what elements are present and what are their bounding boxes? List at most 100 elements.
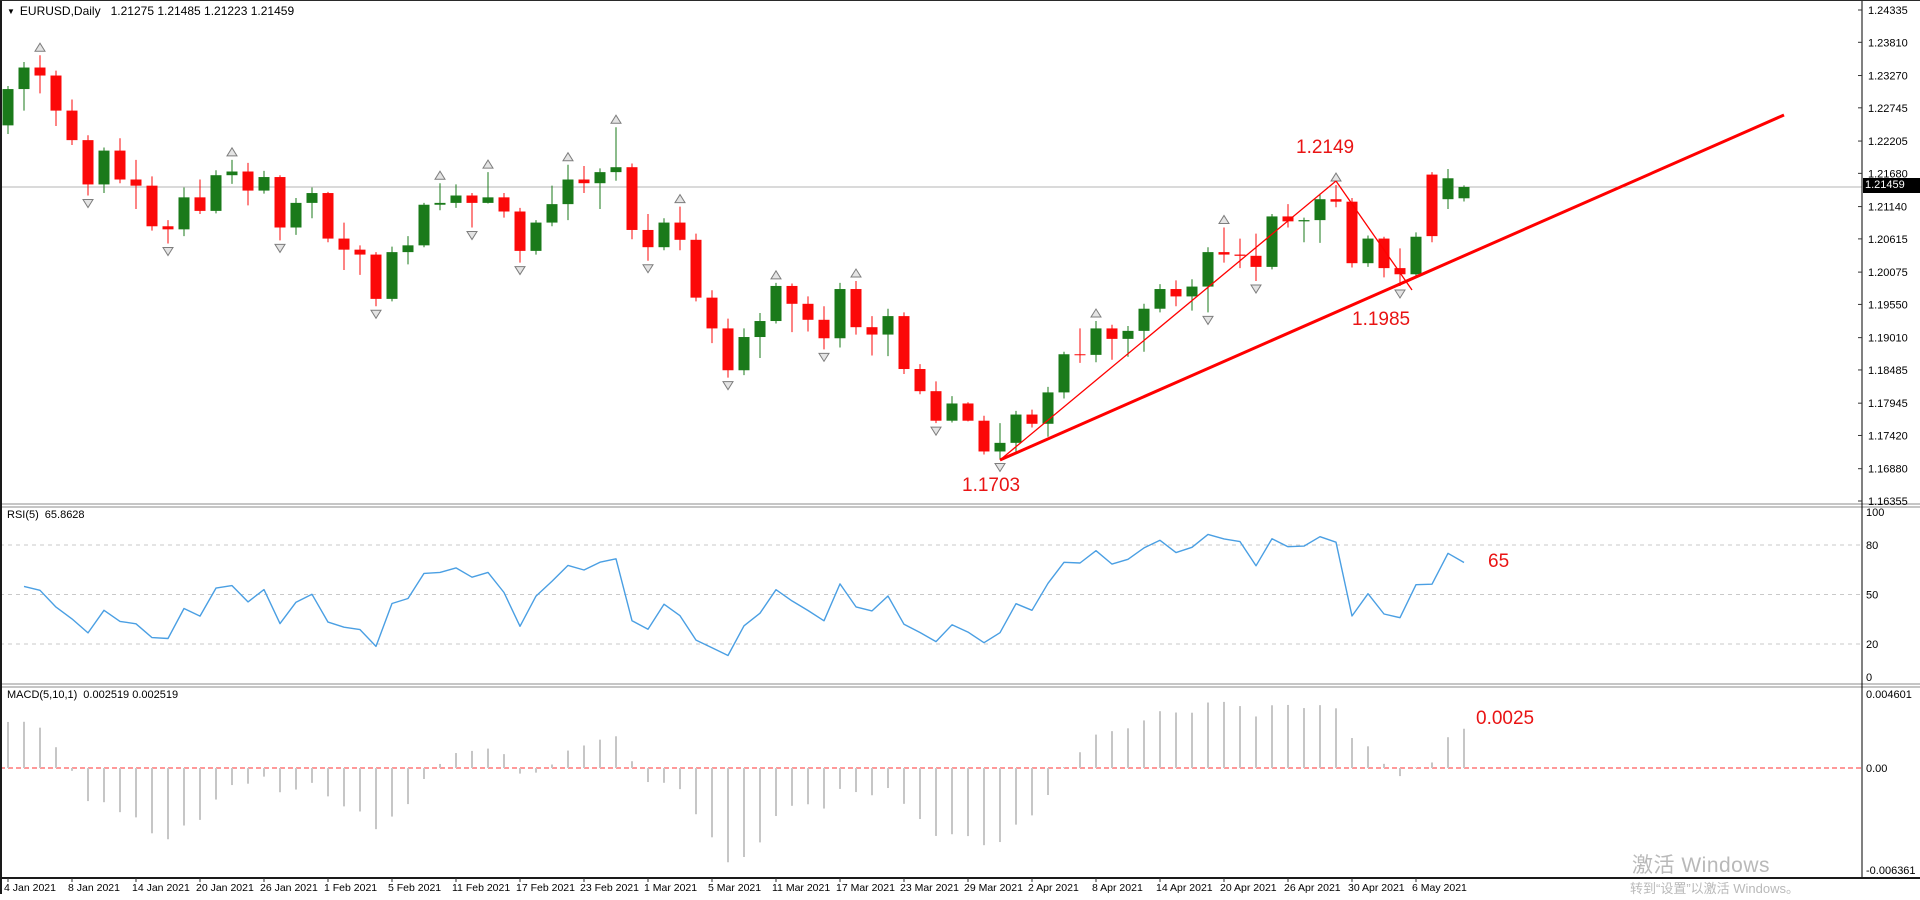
fractal-up-icon	[674, 193, 686, 204]
date-axis-label: 14 Apr 2021	[1156, 882, 1213, 894]
fractal-up-icon	[434, 170, 446, 180]
candle-body	[322, 193, 334, 239]
candle-body	[1298, 220, 1310, 222]
candle-body	[1282, 216, 1294, 222]
date-axis-label: 20 Apr 2021	[1220, 882, 1277, 894]
candle-body	[1330, 199, 1342, 202]
candle-body	[1010, 414, 1022, 443]
candle-body	[82, 140, 94, 185]
fractal-down-icon	[722, 381, 734, 391]
date-axis-label: 23 Mar 2021	[900, 882, 959, 894]
date-axis-label: 23 Feb 2021	[580, 882, 639, 894]
price-axis-label: 1.23270	[1868, 71, 1908, 83]
current-price-tag: 1.21459	[1863, 178, 1920, 193]
fractal-up-icon	[770, 269, 782, 280]
fractal-down-icon	[930, 426, 942, 437]
candle-body	[562, 179, 574, 205]
candle-body	[194, 197, 206, 211]
fractal-down-icon	[642, 264, 654, 274]
date-axis-label: 30 Apr 2021	[1348, 882, 1405, 894]
candle-body	[434, 202, 446, 205]
candle-body	[1058, 354, 1070, 393]
candle-body	[610, 167, 622, 173]
price-axis-label: 1.17420	[1868, 430, 1908, 442]
price-axis-label: 1.21680	[1868, 168, 1908, 180]
candle-body	[18, 67, 30, 90]
date-axis-label: 2 Apr 2021	[1028, 882, 1079, 894]
candle-body	[162, 226, 174, 230]
candle-body	[658, 222, 670, 248]
candle-body	[850, 289, 862, 328]
candle-body	[290, 202, 302, 228]
price-axis-label: 1.18485	[1868, 365, 1908, 377]
candle-body	[1218, 252, 1230, 255]
candle-body	[258, 177, 270, 191]
fractal-down-icon	[818, 352, 830, 363]
date-axis-label: 20 Jan 2021	[196, 882, 254, 894]
candle-body	[514, 211, 526, 251]
macd-axis-label: -0.006361	[1866, 865, 1916, 877]
price-annotation: 1.1985	[1352, 309, 1411, 330]
candle-body	[1410, 236, 1422, 275]
macd-axis-label: 0.00	[1866, 763, 1887, 775]
rsi-line	[23, 533, 1465, 657]
date-axis-label: 17 Feb 2021	[516, 882, 575, 894]
candle-body	[770, 285, 782, 322]
price-annotation: 1.2149	[1296, 137, 1355, 158]
symbol-dropdown-icon[interactable]: ▼	[7, 7, 15, 16]
candle-body	[306, 193, 318, 203]
fractal-down-icon	[1202, 315, 1214, 326]
candle-body	[626, 167, 638, 230]
candle-body	[1346, 201, 1358, 264]
candle-body	[1138, 308, 1150, 331]
date-axis-label: 5 Mar 2021	[708, 882, 761, 894]
candle-body	[690, 239, 702, 298]
candle-body	[1170, 289, 1182, 297]
candle-body	[114, 150, 126, 180]
date-axis-label: 1 Feb 2021	[324, 882, 377, 894]
candle-body	[1314, 199, 1326, 221]
candle-body	[66, 110, 78, 141]
candle-body	[242, 171, 254, 191]
date-axis-label: 8 Jan 2021	[68, 882, 120, 894]
fractal-up-icon	[1090, 308, 1102, 318]
candle-body	[98, 150, 110, 185]
candle-body	[802, 303, 814, 320]
candle-body	[226, 171, 238, 176]
candle-body	[1074, 354, 1086, 356]
header-ohlc-values: 1.21275 1.21485 1.21223 1.21459	[110, 4, 295, 18]
symbol-title: EURUSD,Daily	[19, 4, 101, 18]
rsi-axis-label: 80	[1866, 540, 1878, 552]
candle-body	[1442, 178, 1454, 200]
fractal-down-icon	[994, 462, 1006, 473]
candle-body	[866, 327, 878, 335]
fractal-down-icon	[1394, 289, 1406, 299]
candle-body	[274, 177, 286, 228]
candle-body	[498, 197, 510, 212]
trendline	[999, 113, 1785, 462]
fractal-down-icon	[370, 309, 382, 320]
rsi-axis-label: 100	[1866, 507, 1884, 519]
price-axis-label: 1.23810	[1868, 37, 1908, 49]
candle-body	[1186, 286, 1198, 297]
candle-body	[962, 403, 974, 421]
rsi-axis-label: 0	[1866, 672, 1872, 684]
trendline	[1335, 180, 1413, 291]
macd-pane-label: MACD(5,10,1) 0.002519 0.002519	[7, 689, 178, 701]
candle-body	[978, 420, 990, 452]
candle-body	[1090, 328, 1102, 355]
candle-body	[530, 222, 542, 251]
candle-body	[754, 321, 766, 338]
candle-body	[642, 229, 654, 248]
rsi-axis-label: 50	[1866, 590, 1878, 602]
windows-activation-hint: 转到“设置”以激活 Windows。	[1630, 881, 1800, 896]
candle-body	[178, 197, 190, 230]
price-axis-label: 1.21140	[1868, 202, 1907, 214]
macd-indicator-values: 0.002519 0.002519	[83, 689, 179, 701]
candle-body	[1250, 255, 1262, 267]
candle-body	[546, 204, 558, 223]
candle-body	[50, 75, 62, 111]
rsi-axis-label: 20	[1866, 639, 1878, 651]
candle-body	[2, 89, 14, 126]
